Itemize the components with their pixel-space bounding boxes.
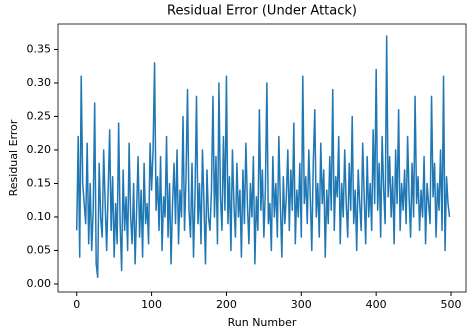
y-tick-label: 0.00 xyxy=(27,277,52,290)
y-tick-label: 0.35 xyxy=(27,42,52,55)
y-tick-label: 0.25 xyxy=(27,109,52,122)
chart-title: Residual Error (Under Attack) xyxy=(167,4,357,19)
x-axis-label: Run Number xyxy=(228,316,297,329)
y-tick-label: 0.30 xyxy=(27,76,52,89)
y-tick-label: 0.20 xyxy=(27,143,52,156)
x-tick-label: 100 xyxy=(141,298,162,311)
x-tick-label: 0 xyxy=(73,298,80,311)
data-line xyxy=(75,35,451,279)
y-tick-label: 0.10 xyxy=(27,210,52,223)
y-tick-label: 0.15 xyxy=(27,176,52,189)
x-tick-label: 400 xyxy=(366,298,387,311)
y-tick-label: 0.05 xyxy=(27,243,52,256)
plot-frame xyxy=(57,23,467,293)
y-axis-label: Residual Error xyxy=(7,119,20,196)
x-tick-label: 200 xyxy=(216,298,237,311)
x-tick-label: 500 xyxy=(441,298,462,311)
x-tick-label: 300 xyxy=(291,298,312,311)
